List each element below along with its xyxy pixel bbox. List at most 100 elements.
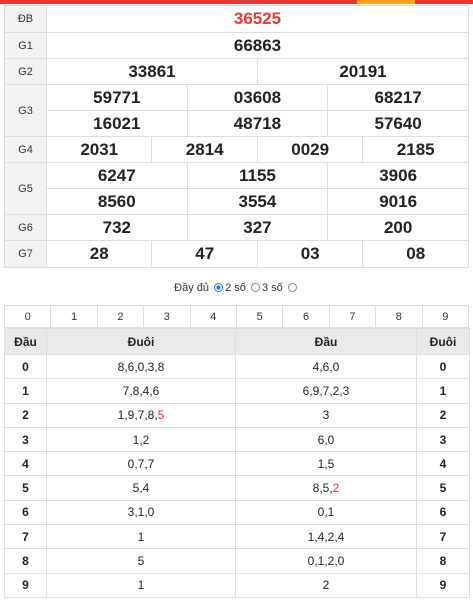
- digit-filter-5[interactable]: 5: [235, 305, 284, 328]
- prize-row-g4: G4 2031 2814 0029 2185: [4, 136, 469, 163]
- digit-filter-1[interactable]: 1: [50, 305, 98, 328]
- mode-three-radio[interactable]: [250, 283, 260, 292]
- prize-row-db: ĐB 36525: [4, 5, 469, 33]
- head-list: 2: [235, 572, 417, 598]
- prize-number-g5: 3906: [327, 162, 469, 189]
- prize-label-g3: G3: [4, 84, 47, 137]
- tail-list: 1: [46, 524, 236, 550]
- prize-number-g2: 20191: [256, 58, 470, 85]
- tail-digit: 0: [416, 353, 470, 380]
- tail-list: 5: [46, 548, 236, 574]
- head-digit: 3: [4, 426, 47, 453]
- prize-row-g6: G6 732 327 200: [4, 214, 469, 241]
- digit-filter-9[interactable]: 9: [421, 305, 470, 328]
- prize-number-g3: 16021: [46, 110, 188, 137]
- prize-label-g5: G5: [4, 162, 47, 215]
- tail-digit: 5: [416, 475, 470, 501]
- head-digit-text: 0: [22, 359, 29, 374]
- head-digit-text: 3: [22, 432, 29, 447]
- tail-digit: 6: [416, 499, 470, 526]
- head-list-text: 1,5: [317, 456, 335, 471]
- head-digit-text: 4: [22, 456, 29, 471]
- prize-number-g3: 03608: [186, 84, 329, 111]
- digit-filter-8[interactable]: 8: [375, 305, 423, 328]
- table-row: 5 5,4 8,5,2 5: [4, 475, 470, 501]
- tail-digit-text: 4: [439, 456, 447, 471]
- head-list: 1,5: [235, 451, 417, 477]
- table-row: 9 1 2 9: [4, 572, 470, 598]
- tail-digit: 1: [416, 378, 470, 404]
- prize-number-g7: 08: [362, 240, 469, 268]
- head-list: 4,6,0: [235, 353, 417, 380]
- prize-number-g5: 3554: [186, 188, 329, 215]
- tail-list-text: 0,7,7: [127, 456, 155, 471]
- tail-digit-text: 1: [439, 383, 447, 398]
- digit-filter-6[interactable]: 6: [282, 305, 330, 328]
- digit-filter-4[interactable]: 4: [189, 305, 237, 328]
- mode-two-radio[interactable]: [214, 283, 224, 292]
- prize-row-g5: G5 6247 1155 3906: [4, 162, 469, 215]
- head-digit-text: 2: [22, 408, 29, 423]
- prize-number-g3: 48718: [186, 110, 329, 137]
- head-list: 0,1,2,0: [235, 548, 417, 574]
- table-row: 6 3,1,0 0,1 6: [4, 499, 470, 526]
- mode-full-radio[interactable]: [287, 283, 297, 292]
- prize-number-g4: 2185: [362, 136, 469, 163]
- prize-number-g5: 8560: [46, 188, 188, 215]
- digit-filter-row: 0 1 2 3 4 5 6 7 8 9: [3, 305, 470, 328]
- tail-digit: 3: [416, 426, 470, 453]
- tail-list: 1: [46, 572, 236, 598]
- top-accent-bar: [0, 0, 473, 4]
- prize-number-g3: 59771: [46, 84, 188, 111]
- special-prize-digit: 5: [157, 408, 165, 423]
- prize-number-g3: 68217: [327, 84, 469, 111]
- results-table: ĐB 36525 G1 66863 G2 33861 20191 G3 5977…: [4, 5, 470, 268]
- prize-label-g4: G4: [4, 136, 47, 163]
- tail-digit: 7: [416, 524, 470, 550]
- head-list-text: 4,6,0: [312, 359, 340, 374]
- loto-header-row: Đầu Đuôi Đầu Đuôi: [4, 328, 470, 355]
- head-list: 3: [235, 402, 417, 428]
- head-list-text: 8,5,: [312, 481, 333, 496]
- digit-filter-2[interactable]: 2: [96, 305, 145, 328]
- head-digit: 0: [4, 353, 47, 380]
- prize-number-g4: 2031: [45, 136, 153, 163]
- prize-number-g3: 57640: [327, 110, 469, 137]
- head-list-text: 1,4,2,4: [307, 529, 345, 544]
- tail-digit: 4: [416, 451, 470, 477]
- tail-digit-text: 8: [439, 554, 447, 569]
- tail-digit-text: 5: [439, 481, 447, 496]
- top-accent-segment: [357, 0, 415, 4]
- loto-head-tail-table: Đầu Đuôi Đầu Đuôi 0 8,6,0,3,8 4,6,0 0 1 7,8,4…: [4, 328, 470, 598]
- tail-digit-text: 0: [439, 359, 447, 374]
- prize-row-g5b: 8560 3554 9016: [5, 188, 469, 215]
- prize-label-g7: G7: [4, 240, 47, 268]
- head-digit-text: 9: [22, 578, 29, 593]
- tail-digit: 8: [416, 548, 470, 574]
- table-row: 2 1,9,7,8,5 3 2: [4, 402, 470, 428]
- prize-number-g1: 66863: [46, 32, 469, 59]
- prize-number-g7: 03: [256, 240, 364, 268]
- prize-row-g7: G7 28 47 03 08: [4, 240, 469, 268]
- prize-row-g1: G1 66863: [4, 32, 469, 59]
- tail-list-text: 1: [137, 529, 145, 544]
- mode-three-label[interactable]: 3 số: [261, 282, 283, 294]
- digit-filter-3[interactable]: 3: [143, 305, 191, 328]
- mode-two-label[interactable]: 2 số: [225, 282, 246, 294]
- digit-filter-0[interactable]: 0: [3, 305, 52, 328]
- head-list-text: 3: [322, 408, 330, 423]
- tail-digit-text: 2: [439, 408, 447, 423]
- prize-number-g6: 732: [46, 214, 188, 241]
- tail-digit-text: 9: [439, 578, 447, 593]
- head-digit: 4: [4, 451, 47, 477]
- tail-list: 1,9,7,8,5: [46, 402, 236, 428]
- digit-filter-7[interactable]: 7: [328, 305, 377, 328]
- prize-label-g1: G1: [4, 32, 47, 59]
- tail-list: 3,1,0: [46, 499, 236, 526]
- col-header-duoi: Đuôi: [416, 328, 470, 355]
- prize-number-g5: 1155: [186, 162, 329, 189]
- table-row: 0 8,6,0,3,8 4,6,0 0: [4, 353, 470, 380]
- mode-full-label[interactable]: Đầy đủ: [174, 282, 210, 294]
- head-list-text: 6,9,7,2,3: [302, 383, 350, 398]
- tail-list-text: 7,8,4,6: [122, 383, 160, 398]
